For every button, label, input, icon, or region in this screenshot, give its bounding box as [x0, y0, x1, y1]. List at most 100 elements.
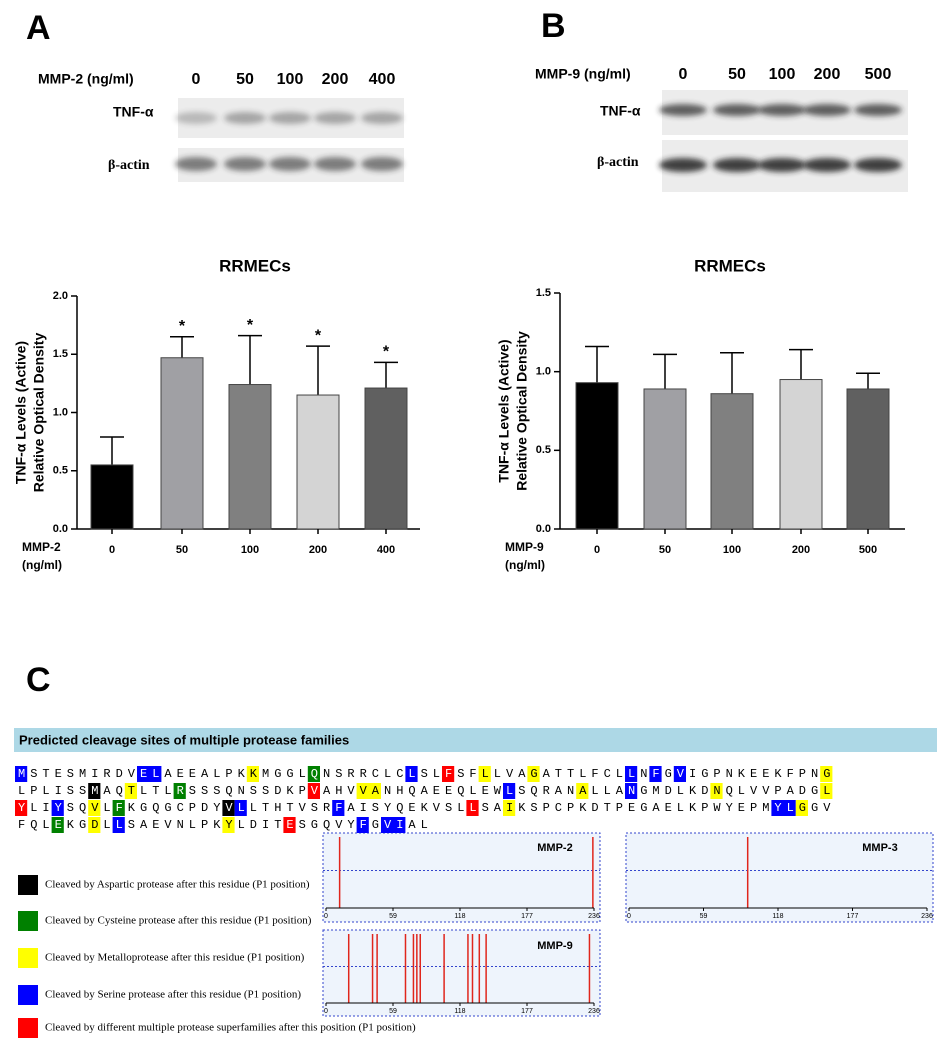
y-tick-label: 0.0 — [536, 523, 551, 535]
blot-row-label: TNF-α — [600, 103, 641, 119]
lane-label: 50 — [728, 66, 746, 83]
residue-text: LTHTVSR — [250, 801, 335, 815]
residue-text: SL — [421, 767, 445, 781]
blot-band — [713, 158, 761, 172]
bar — [364, 387, 408, 530]
residue-text: K — [250, 767, 262, 781]
residue-text: QLVVPADG — [726, 784, 824, 798]
residue-highlight — [15, 800, 28, 816]
residue-text: AHV — [323, 784, 360, 798]
residue-highlight — [381, 817, 406, 833]
x-tick-label: 50 — [659, 544, 671, 556]
bar — [296, 394, 340, 530]
residue-text: KSPCPKDTPEGAELKPWYEPM — [518, 801, 774, 815]
rug-title: MMP-3 — [862, 842, 897, 854]
residue-text: D — [91, 818, 103, 832]
x-tick-label: 118 — [772, 913, 783, 920]
residue-highlight — [649, 766, 662, 782]
panel-label: A — [26, 9, 51, 47]
y-tick-label: 0.0 — [53, 523, 68, 535]
x-tick-label: 236 — [921, 913, 933, 920]
residue-text: NSRRCLC — [323, 767, 408, 781]
residue-text: VI — [384, 818, 408, 832]
residue-highlight — [51, 800, 64, 816]
header-title: Predicted cleavage sites of multiple pro… — [19, 732, 349, 747]
x-axis-label: (ng/ml) — [505, 558, 545, 572]
residue-text: F — [335, 801, 347, 815]
x-tick-label: 0 — [324, 1008, 328, 1015]
residue-text: KGQGCPDY — [128, 801, 226, 815]
residue-text: N — [640, 767, 652, 781]
residue-text: V — [225, 801, 237, 815]
residue-highlight — [173, 783, 186, 799]
residue-highlight — [576, 783, 589, 799]
residue-highlight — [51, 817, 64, 833]
y-axis-label: TNF-α Levels (Active) — [13, 341, 29, 484]
y-tick-label: 1.0 — [536, 366, 551, 378]
residue-highlight — [307, 783, 320, 799]
blot-band — [803, 104, 851, 116]
blot-band — [224, 112, 266, 124]
x-tick-label: 59 — [700, 913, 708, 920]
residue-text: Y — [225, 818, 237, 832]
residue-text: V — [311, 784, 323, 798]
blot-treatment: MMP-9 (ng/ml) — [535, 66, 631, 82]
residue-text: T — [128, 784, 140, 798]
residue-highlight — [307, 766, 320, 782]
residue-highlight — [88, 800, 101, 816]
residue-text: M — [18, 767, 30, 781]
legend-swatch — [18, 875, 38, 895]
residue-text: I — [506, 801, 518, 815]
bar — [228, 384, 272, 530]
x-tick-label: 100 — [723, 544, 741, 556]
x-tick-label: 236 — [588, 1008, 600, 1015]
residue-highlight — [112, 800, 125, 816]
y-tick-label: 2.0 — [53, 290, 68, 302]
residue-highlight — [710, 783, 723, 799]
legend-swatch — [18, 948, 38, 968]
residue-text: LVA — [494, 767, 531, 781]
x-tick-label: 50 — [176, 544, 188, 556]
bar — [779, 379, 823, 530]
legend-swatch — [18, 985, 38, 1005]
residue-text: EL — [140, 767, 164, 781]
residue-text: G — [799, 801, 811, 815]
y-tick-label: 0.5 — [536, 444, 551, 456]
residue-text: SQRAN — [518, 784, 579, 798]
residue-text: L — [103, 801, 115, 815]
legend-swatch — [18, 911, 38, 931]
lane-label: 100 — [277, 71, 304, 88]
y-tick-label: 1.0 — [53, 406, 68, 418]
residue-text: LTL — [140, 784, 177, 798]
blot-band — [269, 112, 311, 124]
legend-label: Cleaved by Metalloprotease after this re… — [45, 952, 305, 964]
blot-band — [758, 158, 806, 172]
legend-label: Cleaved by Serine protease after this re… — [45, 989, 301, 1001]
x-tick-label: 177 — [521, 913, 533, 920]
residue-text: G — [823, 767, 835, 781]
residue-highlight — [527, 766, 540, 782]
residue-text: F — [360, 818, 372, 832]
residue-text: L — [506, 784, 518, 798]
residue-highlight — [625, 783, 638, 799]
bar — [643, 388, 687, 530]
residue-text: SA — [482, 801, 506, 815]
residue-text: F — [116, 801, 128, 815]
residue-highlight — [356, 783, 381, 799]
residue-highlight — [283, 817, 296, 833]
legend-label: Cleaved by Cysteine protease after this … — [45, 915, 312, 927]
x-axis-label: MMP-2 — [22, 540, 61, 554]
rug-panel — [322, 929, 601, 1017]
legend-label: Cleaved by Aspartic protease after this … — [45, 879, 310, 891]
blot-band — [224, 157, 266, 171]
x-tick-label: 100 — [241, 544, 259, 556]
rug-panel — [625, 832, 934, 923]
blot-treatment: MMP-2 (ng/ml) — [38, 71, 134, 87]
x-tick-label: 177 — [521, 1008, 533, 1015]
residue-text: ATTLFCL — [543, 767, 628, 781]
residue-text: SAEVNLPK — [128, 818, 226, 832]
residue-text: SQ — [67, 801, 91, 815]
rug-title: MMP-9 — [537, 940, 572, 952]
residue-text: L — [116, 818, 128, 832]
